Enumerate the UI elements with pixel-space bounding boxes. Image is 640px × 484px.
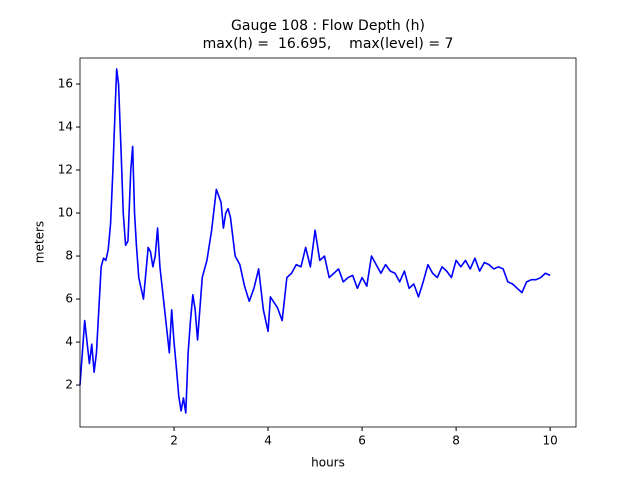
y-tick-label: 14 — [58, 120, 73, 134]
x-tick-label: 4 — [264, 434, 272, 448]
y-tick-label: 2 — [65, 378, 73, 392]
y-tick-label: 8 — [65, 249, 73, 263]
plot-frame — [79, 57, 577, 428]
x-tick-label: 8 — [452, 434, 460, 448]
y-tick-label: 10 — [58, 206, 73, 220]
y-tick-label: 12 — [58, 163, 73, 177]
y-axis-label: meters — [33, 221, 47, 263]
x-tick-label: 2 — [170, 434, 178, 448]
y-tick-label: 16 — [58, 77, 73, 91]
chart-title: Gauge 108 : Flow Depth (h) — [231, 18, 425, 34]
x-axis-label: hours — [311, 456, 345, 470]
chart-subtitle: max(h) = 16.695, max(level) = 7 — [203, 36, 454, 52]
x-tick-label: 10 — [543, 434, 558, 448]
x-tick-label: 6 — [358, 434, 366, 448]
y-tick-label: 4 — [65, 335, 73, 349]
data-line — [79, 68, 551, 414]
y-tick-label: 6 — [65, 292, 73, 306]
